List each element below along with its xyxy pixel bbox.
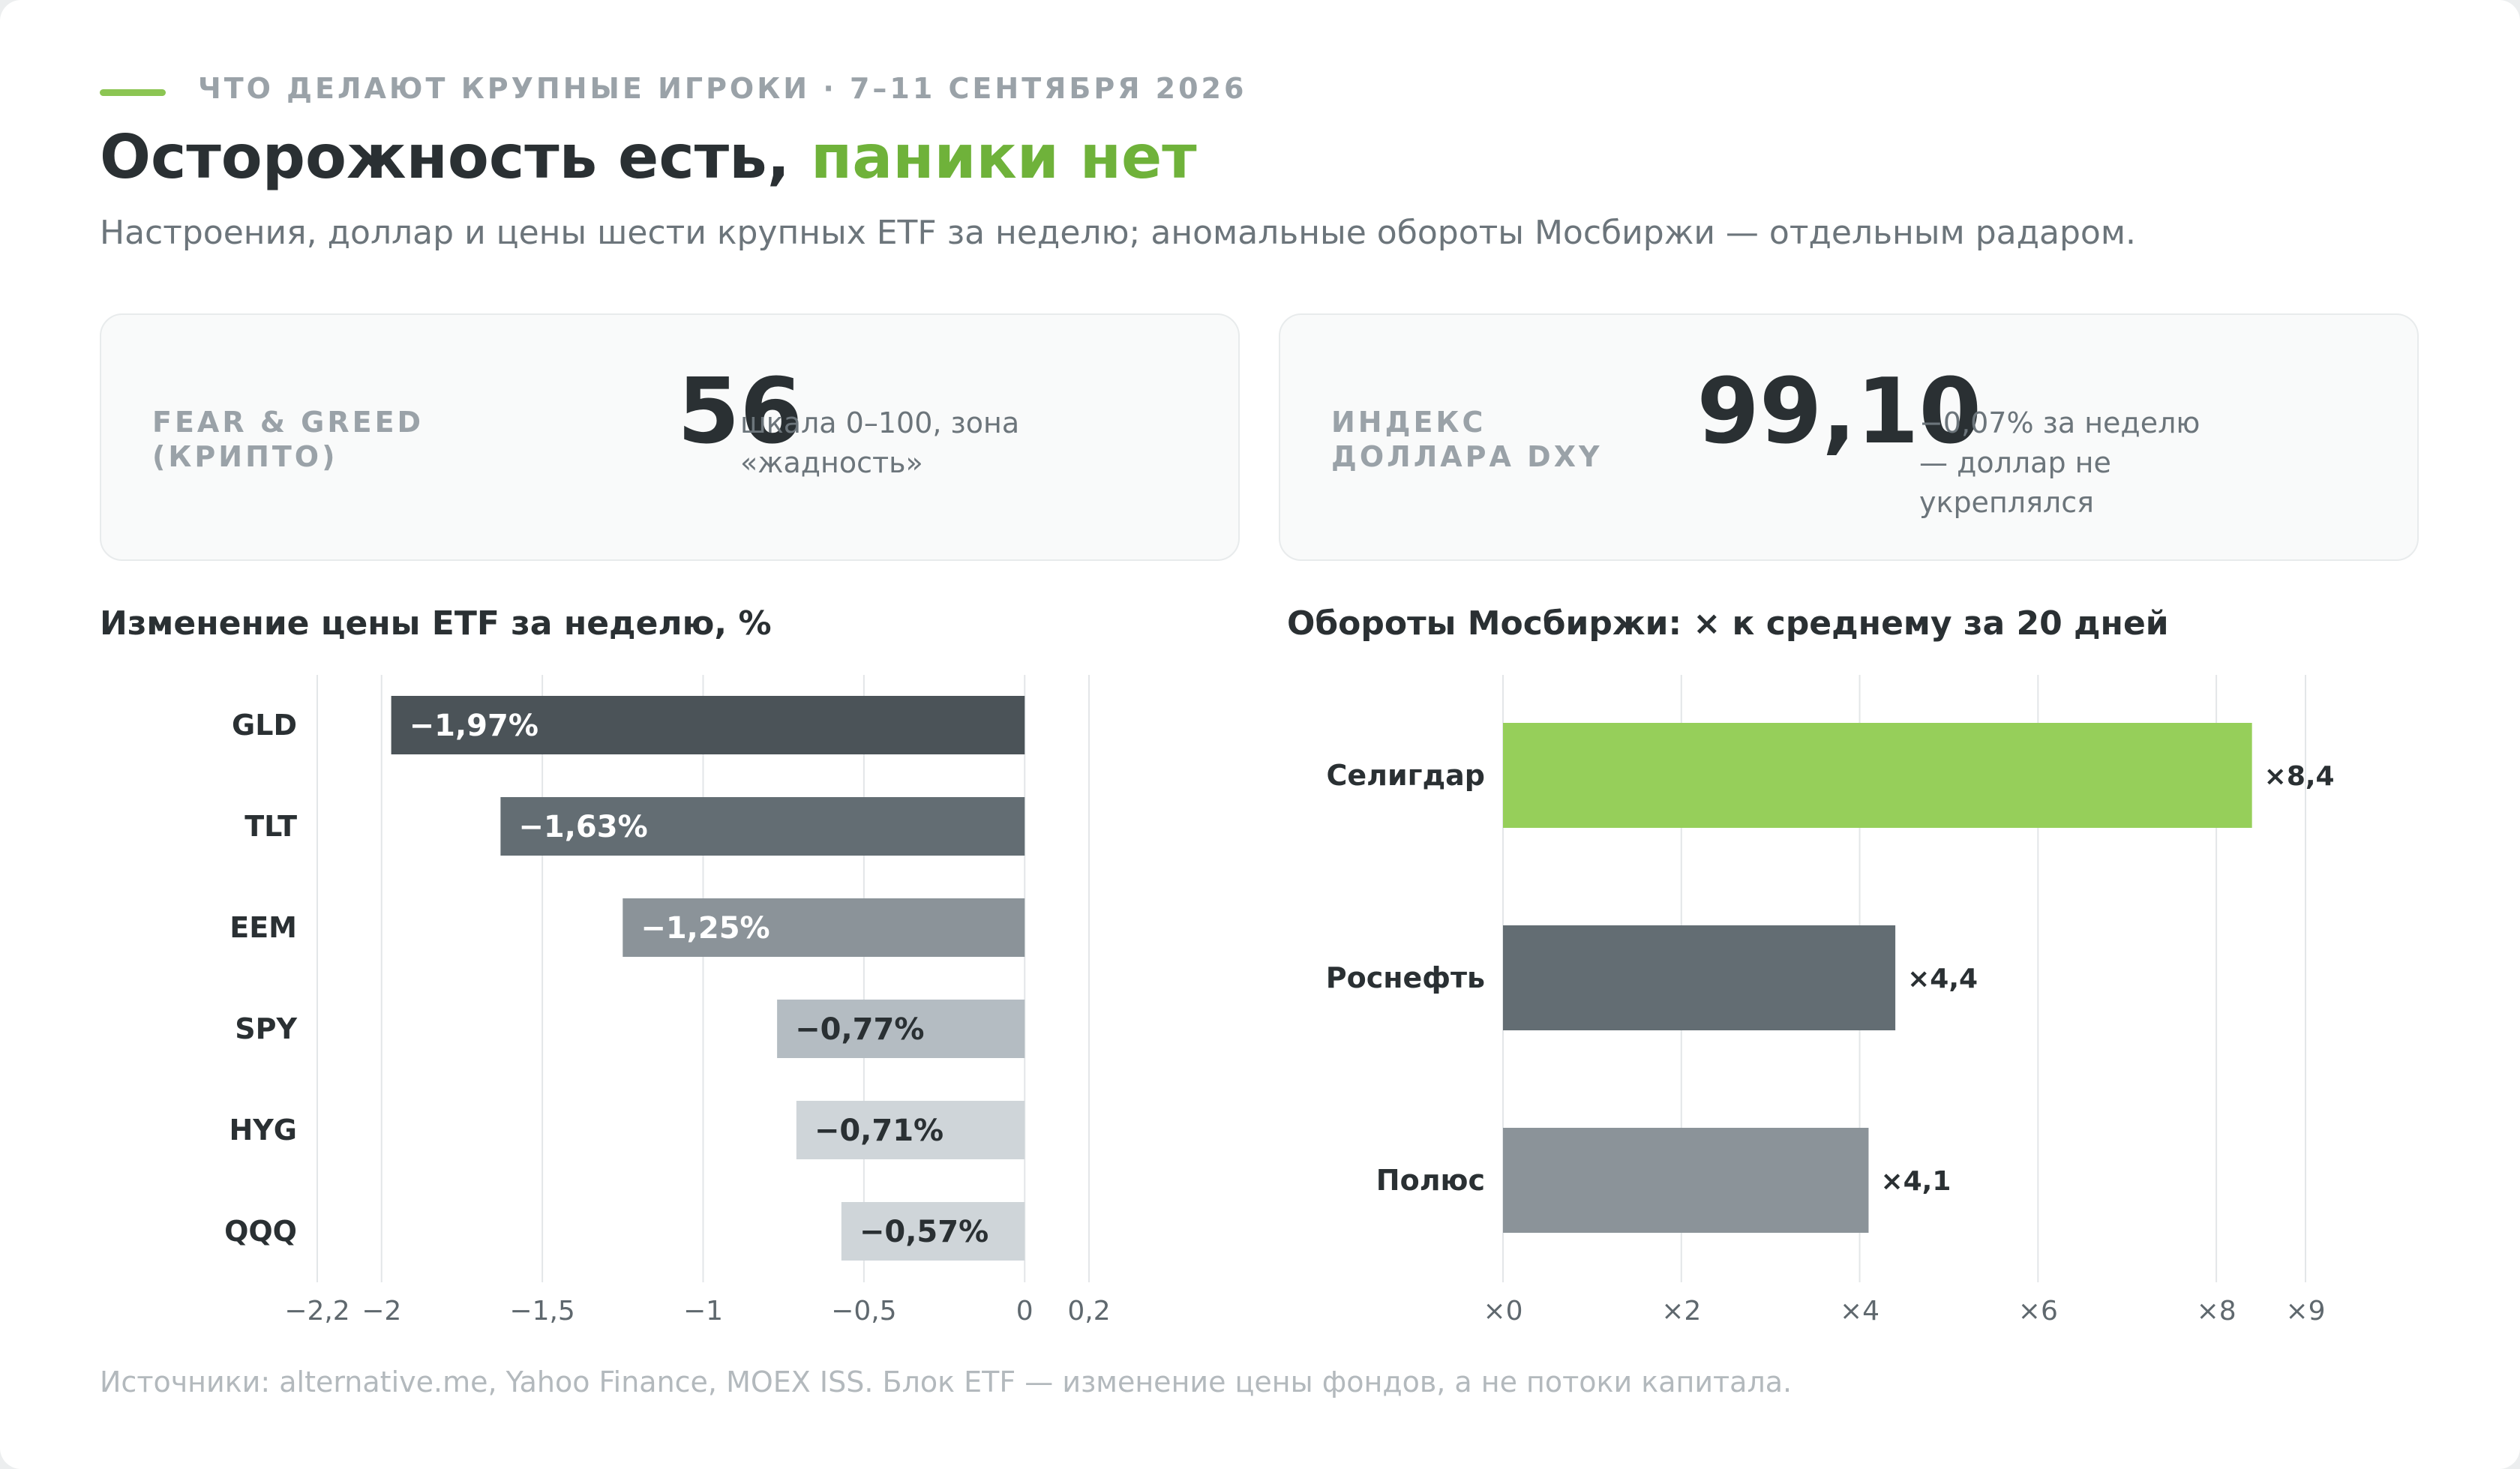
page-title: Осторожность есть, паники нет <box>100 122 1197 192</box>
moex-category-label: Роснефть <box>1326 961 1485 994</box>
dollar-index-value: 99,10 <box>1696 360 1982 464</box>
etf-value-label: −0,77% <box>795 1012 924 1047</box>
fear-greed-note: шкала 0–100, зона «жадность» <box>740 406 1020 479</box>
fear-greed-label: FEAR & GREED (КРИПТО) <box>152 406 424 473</box>
etf-x-tick-label: −1 <box>683 1296 723 1327</box>
source-note: Источники: alternative.me, Yahoo Finance… <box>100 1366 1792 1399</box>
dollar-index-panel: ИНДЕКС ДОЛЛАРА DXY 99,10 −0,07% за недел… <box>1279 313 2419 561</box>
etf-bar-qqq <box>841 1202 1025 1261</box>
etf-bar-gld <box>391 696 1025 754</box>
fear-greed-panel: FEAR & GREED (КРИПТО) 56 шкала 0–100, зо… <box>100 313 1240 561</box>
etf-chart-title: Изменение цены ETF за неделю, % <box>100 604 772 643</box>
title-main: Осторожность есть, <box>100 122 811 192</box>
moex-category-label: Полюс <box>1376 1164 1485 1197</box>
etf-bar-tlt <box>500 797 1025 856</box>
moex-bar-роснефть <box>1503 925 1896 1030</box>
moex-value-label: ×4,4 <box>1907 964 1978 994</box>
moex-value-label: ×8,4 <box>2264 761 2335 792</box>
moex-bar-селигдар <box>1503 723 2252 828</box>
kicker: ЧТО ДЕЛАЮТ КРУПНЫЕ ИГРОКИ · 7–11 СЕНТЯБР… <box>198 72 1247 105</box>
page-subtitle: Настроения, доллар и цены шести крупных … <box>100 214 2137 252</box>
moex-x-tick-label: ×0 <box>1483 1296 1522 1327</box>
moex-x-tick-label: ×2 <box>1661 1296 1701 1327</box>
moex-x-tick-label: ×9 <box>2285 1296 2325 1327</box>
etf-category-label: GLD <box>232 709 297 742</box>
etf-category-label: QQQ <box>224 1215 297 1248</box>
title-accent: паники нет <box>810 122 1197 192</box>
etf-x-tick-label: −2,2 <box>284 1296 350 1327</box>
etf-value-label: −1,97% <box>410 709 538 743</box>
etf-category-label: EEM <box>230 911 297 944</box>
moex-value-label: ×4,1 <box>1880 1166 1951 1197</box>
moex-bar-полюс <box>1503 1128 1869 1233</box>
etf-x-tick-label: −0,5 <box>831 1296 896 1327</box>
etf-category-label: TLT <box>244 810 297 843</box>
fear-greed-value: 56 <box>677 360 802 464</box>
dollar-index-note: −0,07% за неделю — доллар не укреплялся <box>1919 406 2200 519</box>
moex-x-tick-label: ×6 <box>2018 1296 2058 1327</box>
etf-category-label: HYG <box>229 1114 297 1147</box>
etf-value-label: −0,57% <box>860 1215 988 1249</box>
etf-value-label: −0,71% <box>814 1114 944 1148</box>
moex-chart-title: Обороты Мосбиржи: × к среднему за 20 дне… <box>1287 604 2169 643</box>
etf-x-tick-label: −1,5 <box>509 1296 574 1327</box>
moex-x-tick-label: ×4 <box>1840 1296 1880 1327</box>
etf-bar-eem <box>622 898 1025 957</box>
etf-category-label: SPY <box>235 1012 297 1045</box>
dollar-index-label: ИНДЕКС ДОЛЛАРА DXY <box>1331 406 1603 473</box>
etf-value-label: −1,63% <box>518 810 647 844</box>
moex-category-label: Селигдар <box>1326 759 1485 792</box>
etf-bar-hyg <box>796 1101 1025 1159</box>
etf-bar-spy <box>777 1000 1025 1058</box>
moex-x-tick-label: ×8 <box>2197 1296 2236 1327</box>
etf-x-tick-label: −2 <box>362 1296 401 1327</box>
etf-x-tick-label: 0,2 <box>1067 1296 1110 1327</box>
etf-x-tick-label: 0 <box>1016 1296 1034 1327</box>
etf-value-label: −1,25% <box>640 911 770 946</box>
kicker-accent-bar <box>100 89 166 96</box>
